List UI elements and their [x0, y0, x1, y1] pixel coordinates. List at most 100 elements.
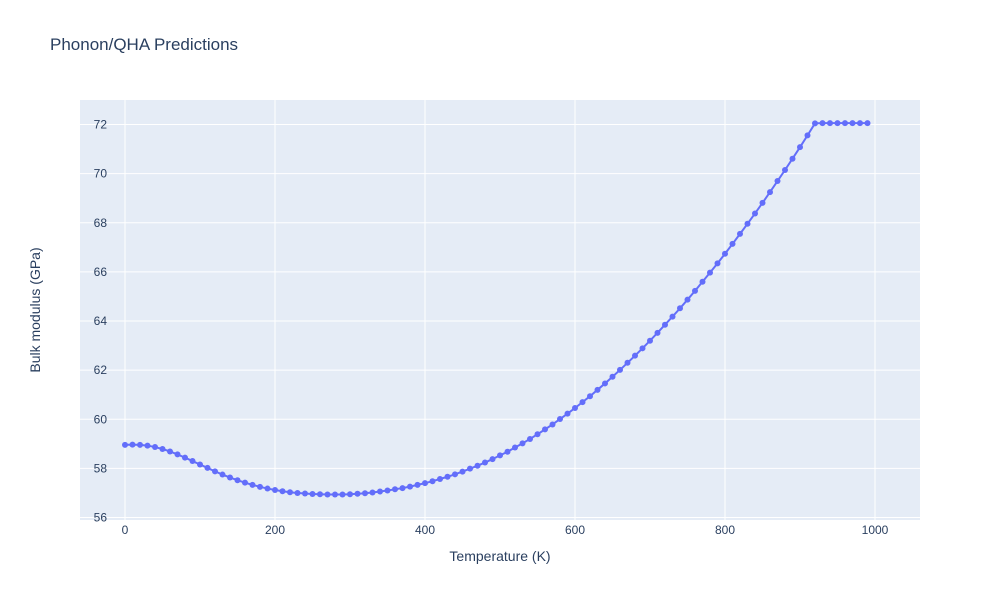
data-point — [624, 359, 631, 366]
data-point — [842, 120, 848, 127]
data-point — [857, 120, 863, 127]
data-point — [392, 486, 398, 493]
data-point — [714, 260, 721, 267]
data-point — [722, 250, 728, 257]
x-tick-label: 1000 — [862, 523, 889, 537]
y-tick-label: 58 — [94, 461, 108, 475]
data-point — [774, 178, 781, 185]
data-point — [812, 120, 818, 127]
data-point — [369, 489, 376, 496]
data-point — [377, 488, 383, 495]
data-point — [174, 451, 181, 458]
series-line — [124, 122, 868, 496]
data-point — [797, 144, 803, 151]
data-point — [294, 489, 301, 496]
data-point — [497, 452, 503, 459]
y-axis-title: Bulk modulus (GPa) — [27, 247, 43, 372]
y-tick-label: 60 — [94, 412, 108, 426]
data-point — [452, 471, 458, 478]
x-tick-label: 200 — [265, 523, 285, 537]
data-point — [609, 373, 616, 380]
grid-lines — [80, 100, 920, 520]
y-tick-label: 70 — [94, 167, 108, 181]
chart-title: Phonon/QHA Predictions — [50, 35, 238, 54]
data-point — [819, 120, 826, 127]
x-tick-label: 400 — [415, 523, 435, 537]
data-point — [579, 399, 586, 406]
data-point — [564, 410, 571, 417]
data-point — [647, 337, 653, 344]
data-point — [662, 321, 668, 328]
data-point — [684, 296, 691, 303]
data-point — [692, 287, 698, 294]
data-point — [444, 473, 451, 480]
data-point — [834, 120, 841, 127]
data-point — [219, 471, 226, 478]
data-point — [137, 441, 143, 448]
data-point — [864, 120, 871, 127]
data-point — [242, 479, 248, 486]
data-point — [384, 487, 391, 494]
data-point — [347, 491, 353, 498]
data-point — [782, 167, 788, 173]
y-tick-label: 64 — [94, 314, 108, 328]
data-point — [159, 446, 166, 453]
data-point — [594, 386, 601, 393]
data-point — [189, 458, 196, 465]
data-point — [257, 483, 263, 490]
data-point — [197, 461, 203, 468]
data-point — [534, 431, 541, 438]
data-point — [489, 456, 496, 463]
data-point — [587, 393, 593, 400]
data-point — [227, 474, 233, 481]
data-point — [317, 491, 323, 498]
data-point — [699, 278, 706, 285]
data-point — [759, 199, 766, 206]
data-point — [422, 480, 428, 487]
data-point — [737, 230, 743, 237]
data-point — [504, 448, 511, 455]
data-point — [519, 440, 526, 447]
data-point — [474, 462, 481, 469]
data-point — [437, 475, 443, 482]
data-point — [752, 210, 758, 217]
data-point — [249, 481, 256, 488]
series-marks — [122, 120, 871, 498]
data-point — [429, 478, 436, 485]
data-point — [639, 345, 646, 352]
data-point — [144, 442, 151, 449]
data-point — [234, 477, 241, 484]
data-point — [512, 444, 518, 451]
data-point — [407, 483, 413, 490]
data-point — [287, 489, 293, 496]
data-point — [339, 491, 346, 498]
data-point — [482, 459, 488, 466]
data-point — [264, 485, 271, 492]
x-tick-label: 800 — [715, 523, 735, 537]
x-axis-title: Temperature (K) — [449, 548, 550, 564]
y-tick-label: 72 — [94, 118, 108, 132]
data-point — [557, 416, 563, 423]
data-point — [669, 313, 676, 320]
data-point — [729, 240, 736, 247]
tick-labels: 0 200 400 600 800 1000 56 58 60 62 64 66 68 70 72 — [94, 118, 889, 537]
data-point — [632, 352, 638, 359]
data-point — [279, 488, 286, 495]
data-point — [362, 490, 368, 497]
data-point — [767, 189, 773, 196]
data-point — [122, 441, 128, 448]
data-point — [324, 491, 331, 498]
data-point — [744, 220, 751, 227]
data-point — [707, 269, 713, 276]
data-point — [332, 491, 338, 498]
data-point — [182, 454, 188, 461]
data-point — [302, 490, 308, 497]
data-point — [212, 468, 218, 475]
data-point — [789, 155, 796, 162]
x-tick-label: 0 — [122, 523, 129, 537]
data-point — [399, 485, 406, 492]
data-point — [152, 444, 158, 451]
y-tick-label: 62 — [94, 363, 108, 377]
y-tick-label: 68 — [94, 216, 108, 230]
